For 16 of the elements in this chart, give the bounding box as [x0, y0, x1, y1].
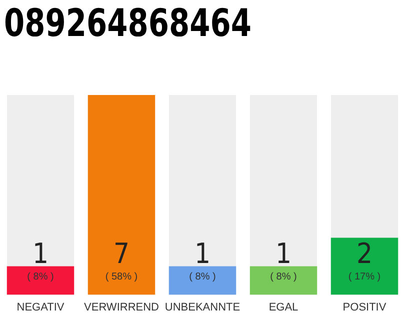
x-tick-label: POSITIV [342, 301, 387, 314]
data-label: 1 [32, 236, 49, 270]
annotation: ( 58% ) [105, 272, 138, 283]
data-label: 1 [194, 236, 211, 270]
annotation: ( 17% ) [348, 272, 381, 283]
x-tick-label: UNBEKANNTE [164, 301, 240, 314]
x-tick-label: NEGATIV [16, 301, 65, 314]
chart-title: 089264868464 [4, 0, 252, 46]
annotation: ( 8% ) [189, 272, 216, 283]
x-tick-label: EGAL [268, 301, 298, 314]
data-label: 2 [356, 236, 373, 270]
annotation: ( 8% ) [270, 272, 297, 283]
x-tick-label: VERWIRREND [84, 301, 160, 314]
annotation: ( 8% ) [27, 272, 54, 283]
data-label: 1 [275, 236, 292, 270]
data-label: 7 [113, 236, 130, 270]
